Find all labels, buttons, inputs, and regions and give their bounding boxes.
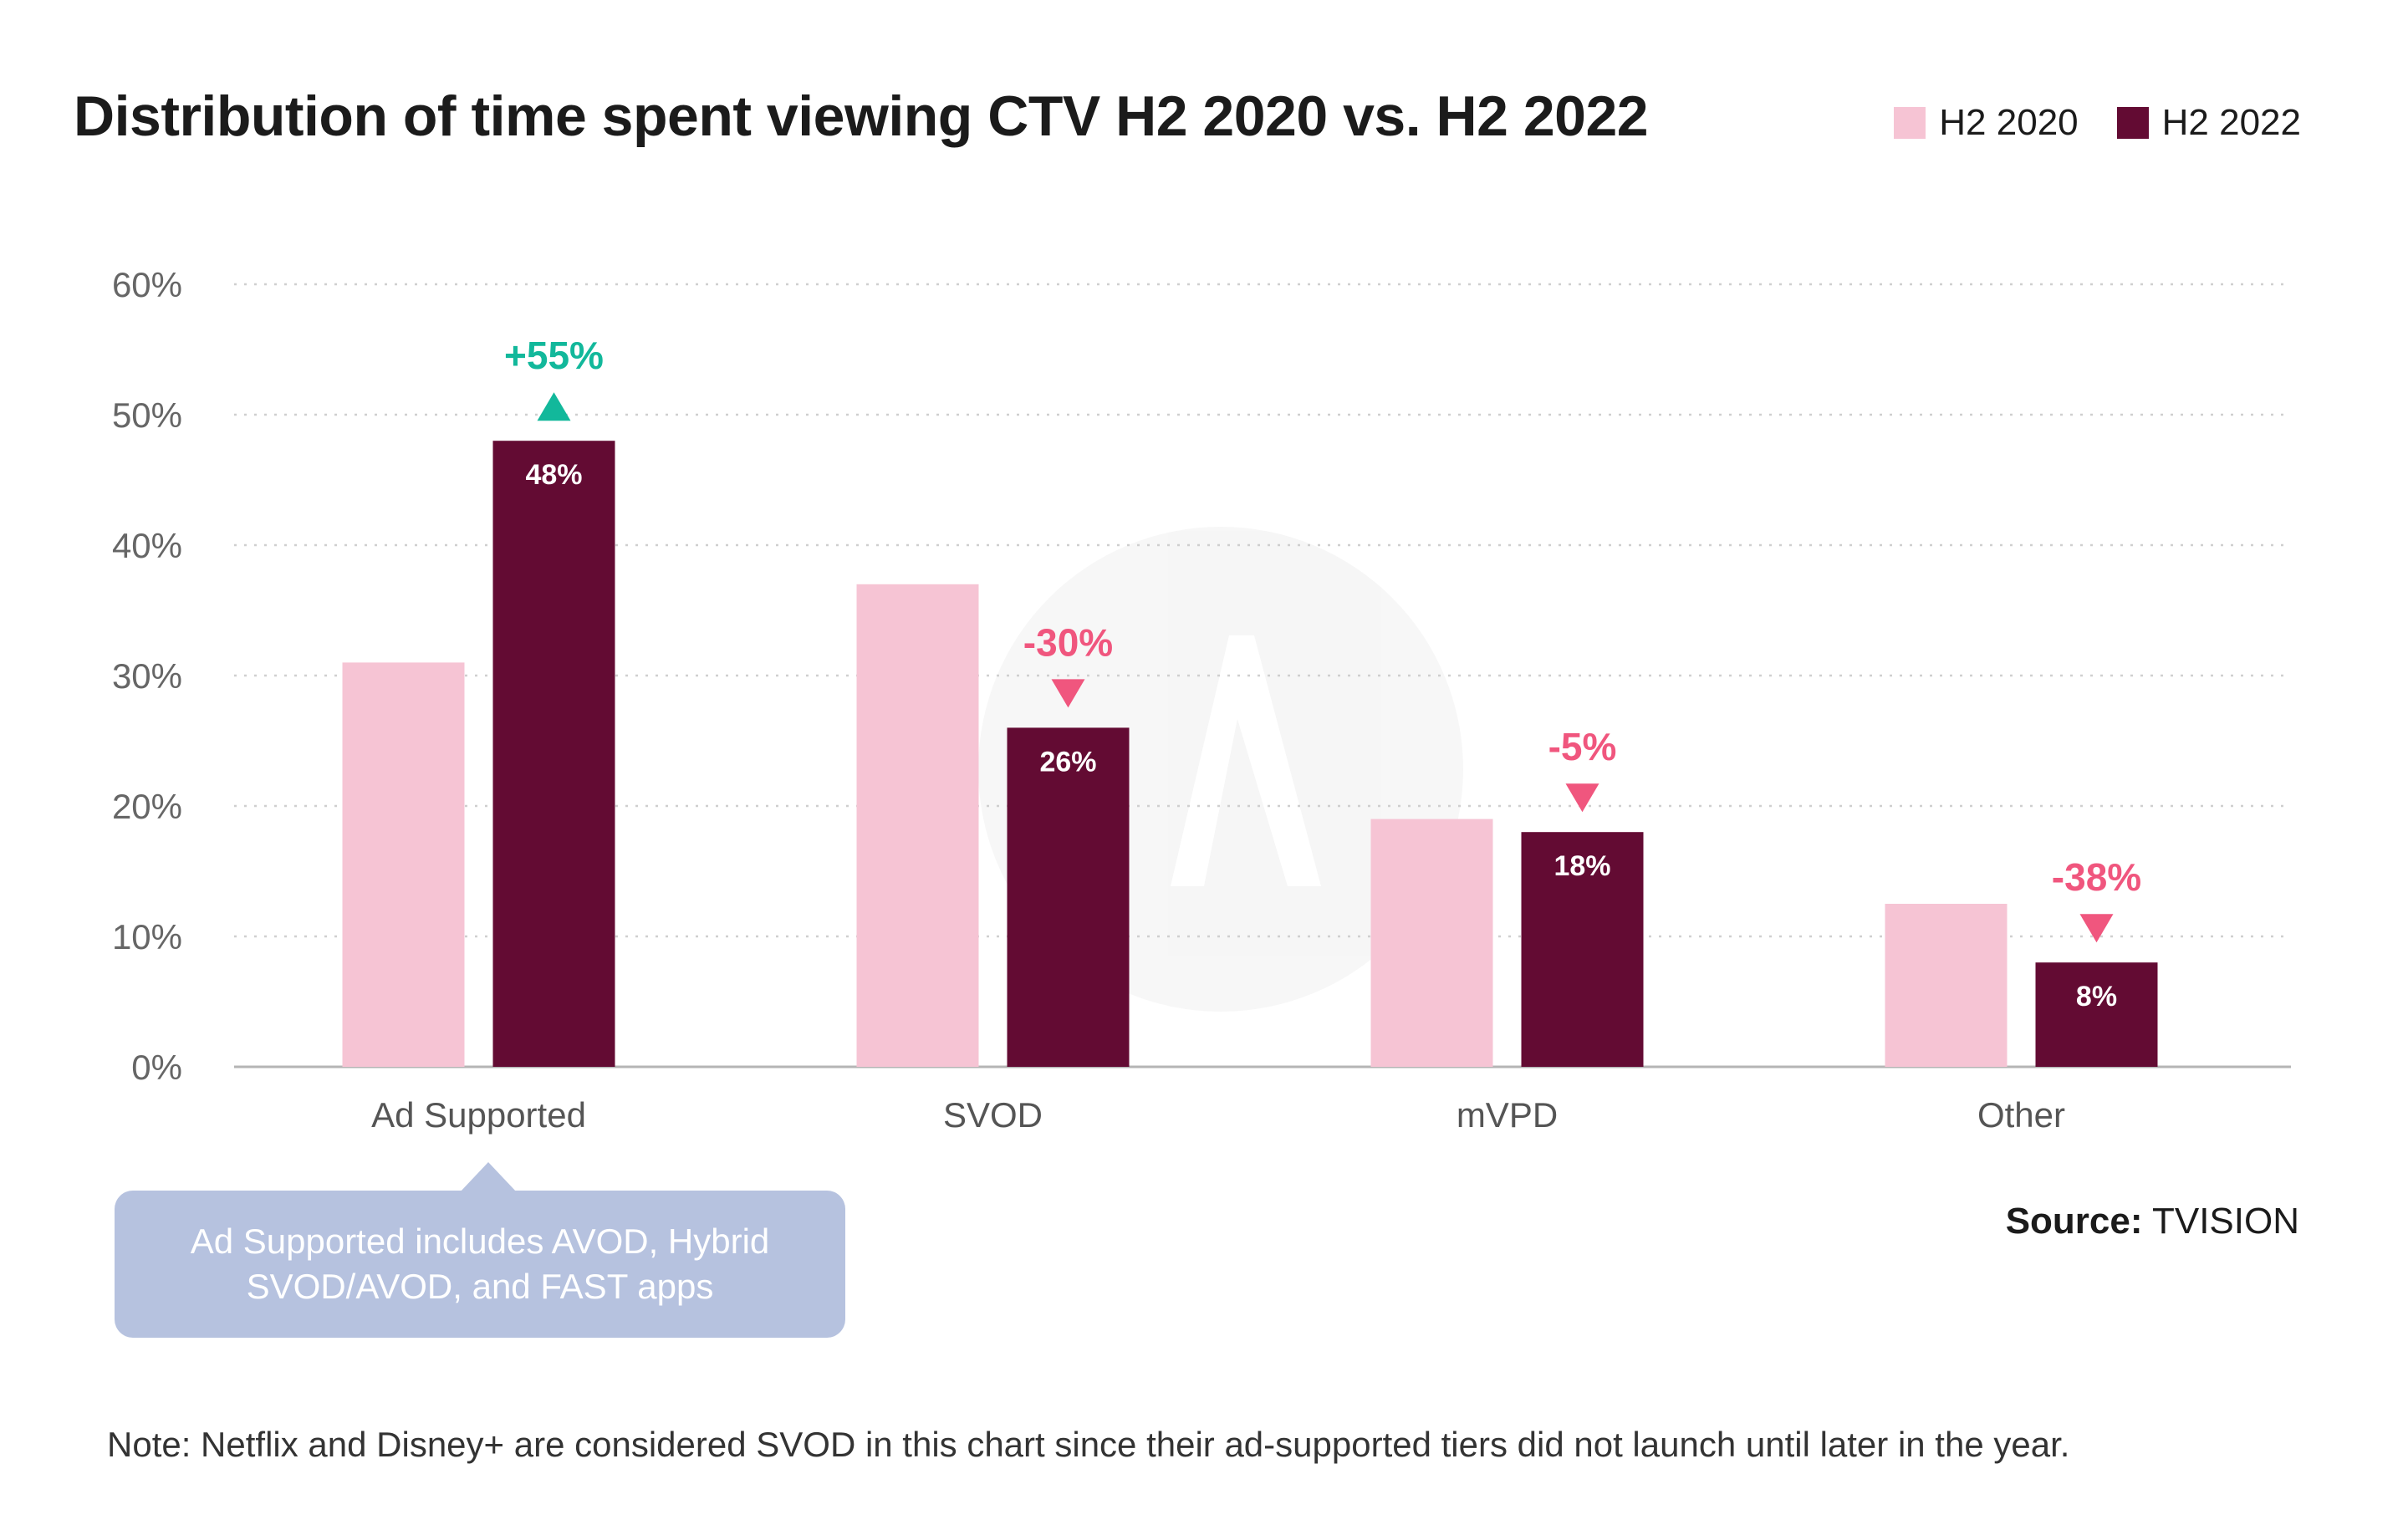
legend-label-h2-2020: H2 2020 <box>1939 102 2079 143</box>
legend-swatch-h2-2020 <box>1894 107 1926 139</box>
change-label: +55% <box>504 334 604 377</box>
y-tick-label: 0% <box>131 1048 182 1087</box>
change-arrow-down <box>1051 679 1085 708</box>
data-label: 26% <box>1039 746 1096 778</box>
bar-h2-2022 <box>2035 962 2158 1067</box>
legend-item-h2-2020: H2 2020 <box>1894 102 2079 144</box>
x-tick-label: mVPD <box>1457 1095 1558 1135</box>
legend-item-h2-2022: H2 2022 <box>2116 102 2301 144</box>
bar-h2-2020 <box>1370 819 1493 1067</box>
y-tick-label: 60% <box>112 265 182 304</box>
data-label: 48% <box>525 459 582 491</box>
callout-box: Ad Supported includes AVOD, Hybrid SVOD/… <box>115 1191 845 1338</box>
callout-text: Ad Supported includes AVOD, Hybrid SVOD/… <box>190 1222 770 1306</box>
y-tick-label: 50% <box>112 395 182 435</box>
bar-h2-2022 <box>1007 727 1130 1067</box>
bar-h2-2020 <box>856 584 979 1067</box>
legend-swatch-h2-2022 <box>2116 107 2149 139</box>
source-value: TVISION <box>2151 1201 2299 1242</box>
footnote: Note: Netflix and Disney+ are considered… <box>107 1425 2070 1464</box>
legend-label-h2-2022: H2 2022 <box>2161 102 2301 143</box>
y-tick-label: 10% <box>112 917 182 956</box>
change-label: -5% <box>1548 725 1617 768</box>
bar-h2-2022 <box>1521 832 1644 1067</box>
change-arrow-up <box>537 392 571 421</box>
callout-pointer <box>460 1162 517 1192</box>
x-tick-label: Other <box>1977 1095 2065 1135</box>
change-label: -30% <box>1023 620 1113 664</box>
y-tick-label: 30% <box>112 656 182 696</box>
chart-title: Distribution of time spent viewing CTV H… <box>74 84 1649 148</box>
data-label: 8% <box>2076 981 2117 1012</box>
change-arrow-down <box>2079 914 2114 943</box>
x-tick-label: Ad Supported <box>371 1095 586 1135</box>
bar-h2-2022 <box>492 441 615 1067</box>
bar-h2-2020 <box>342 662 465 1067</box>
source-label: Source: <box>2005 1201 2143 1242</box>
y-tick-label: 20% <box>112 787 182 826</box>
change-arrow-down <box>1565 783 1599 813</box>
x-tick-label: SVOD <box>943 1095 1043 1135</box>
bar-h2-2020 <box>1885 904 2008 1067</box>
change-label: -38% <box>2052 855 2141 899</box>
source-credit: Source: TVISION <box>2006 1201 2299 1242</box>
data-label: 18% <box>1553 850 1610 882</box>
legend: H2 2020 H2 2022 <box>1894 102 2301 144</box>
y-tick-label: 40% <box>112 526 182 565</box>
